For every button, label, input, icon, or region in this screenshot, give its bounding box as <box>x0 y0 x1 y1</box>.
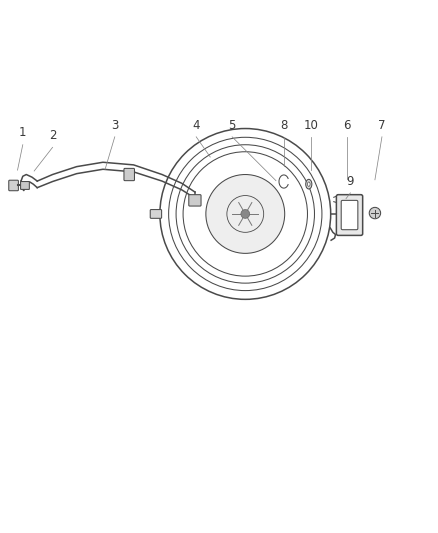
Text: 7: 7 <box>378 119 386 132</box>
Text: 4: 4 <box>192 119 200 132</box>
Text: 6: 6 <box>343 119 351 132</box>
Circle shape <box>369 207 381 219</box>
Text: 8: 8 <box>280 119 287 132</box>
Text: 10: 10 <box>304 119 318 132</box>
FancyBboxPatch shape <box>9 180 18 191</box>
FancyBboxPatch shape <box>124 168 134 181</box>
FancyBboxPatch shape <box>336 195 363 236</box>
FancyBboxPatch shape <box>341 200 358 230</box>
FancyBboxPatch shape <box>189 195 201 206</box>
Text: 9: 9 <box>346 175 354 188</box>
FancyBboxPatch shape <box>21 182 29 189</box>
Text: 1: 1 <box>19 126 27 140</box>
FancyBboxPatch shape <box>150 209 162 219</box>
Ellipse shape <box>306 179 312 189</box>
Text: 2: 2 <box>49 129 57 142</box>
Ellipse shape <box>307 182 310 187</box>
Text: 3: 3 <box>111 119 118 132</box>
Text: 5: 5 <box>229 119 236 132</box>
Circle shape <box>206 174 285 253</box>
Circle shape <box>241 209 250 219</box>
